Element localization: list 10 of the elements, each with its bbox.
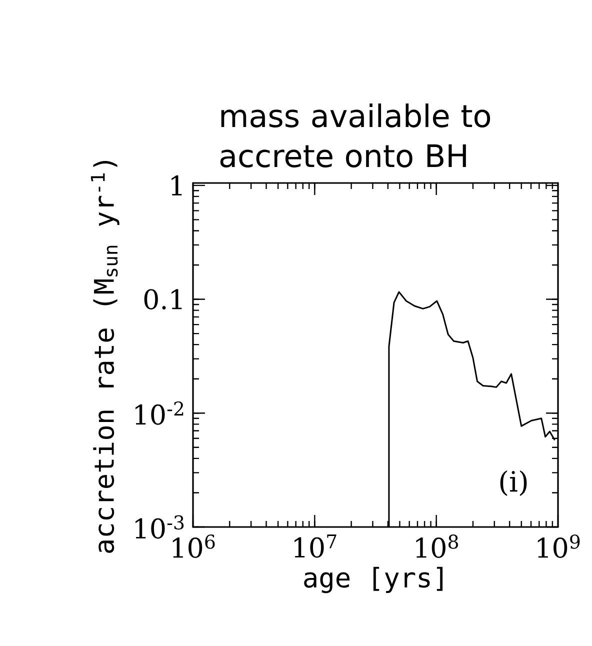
x-axis-title: age [yrs]	[304, 566, 443, 594]
x-tick-label: 10$^{7}$	[294, 534, 336, 558]
y-axis-title: accretion rate (M$_{sun}$ yr$^{-1}$)	[90, 160, 120, 553]
chart-title: mass available to accrete onto BH	[220, 103, 490, 168]
y-tick-label: 1	[172, 175, 182, 196]
annotation: (i)	[500, 470, 527, 496]
x-tick-label: 10$^{9}$	[538, 534, 580, 558]
x-tick-label: 10$^{8}$	[416, 534, 458, 558]
y-tick-label: 0.1	[144, 289, 182, 310]
y-tick-label: 10$^{-2}$	[136, 401, 184, 425]
